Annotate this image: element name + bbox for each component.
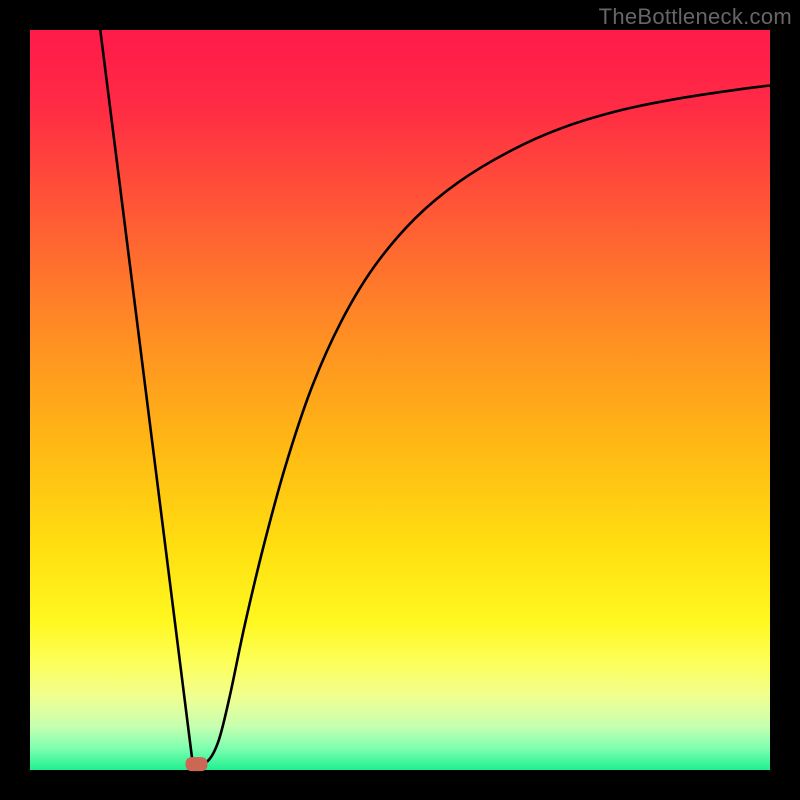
plot-background <box>30 30 770 770</box>
chart-container: TheBottleneck.com <box>0 0 800 800</box>
bottleneck-chart <box>0 0 800 800</box>
valley-marker <box>186 757 208 771</box>
watermark-text: TheBottleneck.com <box>599 4 792 30</box>
